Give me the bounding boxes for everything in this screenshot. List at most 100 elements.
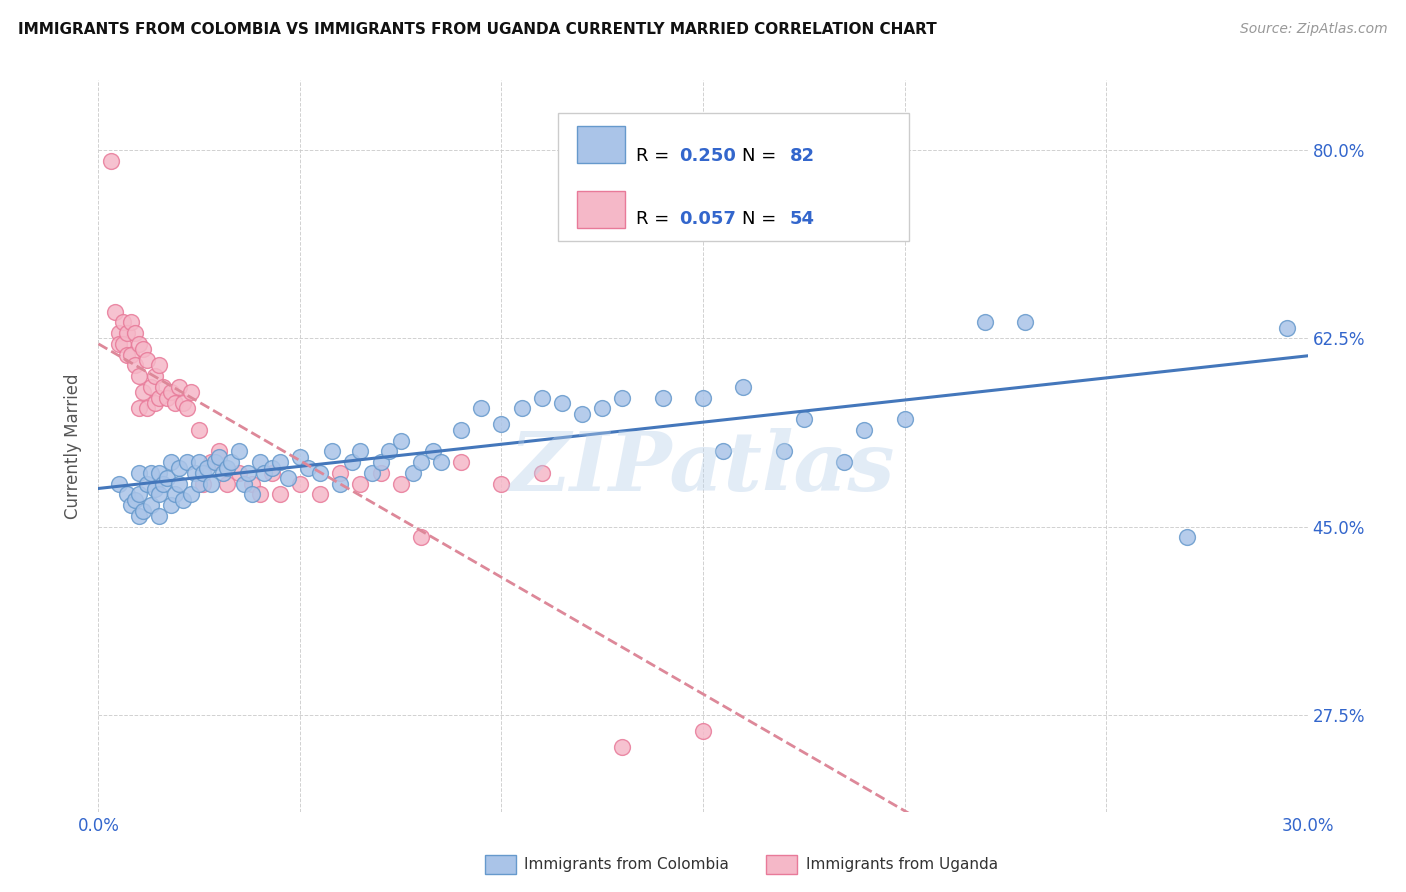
Point bbox=[1277, 320, 1299, 334]
Point bbox=[361, 466, 384, 480]
Point bbox=[176, 455, 198, 469]
Point bbox=[128, 401, 150, 416]
Point bbox=[135, 476, 157, 491]
Point bbox=[128, 336, 150, 351]
Point bbox=[269, 455, 291, 469]
Point bbox=[249, 455, 271, 469]
Point bbox=[128, 487, 150, 501]
Text: ZIPatlas: ZIPatlas bbox=[510, 428, 896, 508]
Point bbox=[172, 492, 194, 507]
Point bbox=[491, 476, 513, 491]
Point bbox=[143, 482, 166, 496]
Point bbox=[107, 476, 129, 491]
Point bbox=[180, 487, 202, 501]
Point bbox=[321, 444, 343, 458]
Text: Immigrants from Colombia: Immigrants from Colombia bbox=[524, 857, 730, 871]
Point bbox=[167, 460, 190, 475]
Point bbox=[651, 391, 673, 405]
Point bbox=[551, 396, 574, 410]
Point bbox=[176, 401, 198, 416]
Text: R =: R = bbox=[637, 211, 675, 228]
Text: 82: 82 bbox=[790, 146, 815, 165]
Point bbox=[260, 466, 283, 480]
Point bbox=[115, 347, 138, 362]
Point bbox=[1175, 530, 1198, 544]
Point bbox=[772, 444, 794, 458]
Point bbox=[297, 460, 319, 475]
Point bbox=[470, 401, 492, 416]
Point bbox=[1014, 315, 1036, 329]
Point bbox=[135, 401, 157, 416]
Point bbox=[167, 380, 190, 394]
Point bbox=[409, 455, 432, 469]
Point bbox=[160, 385, 183, 400]
Point bbox=[115, 487, 138, 501]
Point bbox=[132, 503, 155, 517]
Point bbox=[124, 326, 146, 340]
Point bbox=[309, 466, 332, 480]
Point bbox=[370, 455, 392, 469]
Point bbox=[217, 476, 239, 491]
Point bbox=[100, 153, 122, 168]
Point bbox=[188, 455, 211, 469]
Point bbox=[132, 385, 155, 400]
Text: Source: ZipAtlas.com: Source: ZipAtlas.com bbox=[1240, 22, 1388, 37]
Point bbox=[260, 460, 283, 475]
Point bbox=[180, 385, 202, 400]
Point bbox=[409, 530, 432, 544]
Point bbox=[124, 359, 146, 373]
FancyBboxPatch shape bbox=[578, 191, 624, 228]
Point bbox=[111, 315, 134, 329]
Point bbox=[135, 353, 157, 368]
Text: N =: N = bbox=[742, 146, 782, 165]
Point bbox=[450, 455, 472, 469]
Point bbox=[974, 315, 997, 329]
Text: 0.250: 0.250 bbox=[679, 146, 735, 165]
Point bbox=[253, 466, 276, 480]
Point bbox=[240, 476, 263, 491]
Point bbox=[217, 460, 239, 475]
Text: 0.057: 0.057 bbox=[679, 211, 735, 228]
Point bbox=[143, 369, 166, 384]
Text: N =: N = bbox=[742, 211, 782, 228]
Point bbox=[853, 423, 876, 437]
Point bbox=[208, 450, 231, 464]
Text: IMMIGRANTS FROM COLOMBIA VS IMMIGRANTS FROM UGANDA CURRENTLY MARRIED CORRELATION: IMMIGRANTS FROM COLOMBIA VS IMMIGRANTS F… bbox=[18, 22, 936, 37]
Point bbox=[124, 492, 146, 507]
Point bbox=[188, 423, 211, 437]
Point bbox=[349, 444, 371, 458]
Point bbox=[148, 359, 170, 373]
Point bbox=[103, 304, 125, 318]
Point bbox=[389, 434, 412, 448]
Point bbox=[143, 396, 166, 410]
Point bbox=[377, 444, 399, 458]
Point bbox=[139, 380, 162, 394]
Point bbox=[349, 476, 371, 491]
Point bbox=[111, 336, 134, 351]
Point bbox=[591, 401, 613, 416]
Point bbox=[571, 407, 593, 421]
Text: Immigrants from Uganda: Immigrants from Uganda bbox=[806, 857, 998, 871]
Point bbox=[612, 740, 634, 755]
Point bbox=[160, 455, 183, 469]
Point bbox=[530, 391, 553, 405]
Point bbox=[120, 498, 142, 512]
Point bbox=[193, 476, 215, 491]
Point bbox=[163, 487, 186, 501]
Point bbox=[200, 476, 222, 491]
Point bbox=[711, 444, 734, 458]
Point bbox=[692, 391, 714, 405]
Point bbox=[422, 444, 444, 458]
Point bbox=[370, 466, 392, 480]
Point bbox=[793, 412, 815, 426]
Point bbox=[107, 326, 129, 340]
Point bbox=[156, 391, 179, 405]
Text: 54: 54 bbox=[790, 211, 815, 228]
Point bbox=[612, 391, 634, 405]
Point bbox=[115, 326, 138, 340]
Point bbox=[204, 455, 226, 469]
Point bbox=[288, 450, 311, 464]
Point bbox=[132, 342, 155, 356]
Point bbox=[450, 423, 472, 437]
Point bbox=[172, 396, 194, 410]
